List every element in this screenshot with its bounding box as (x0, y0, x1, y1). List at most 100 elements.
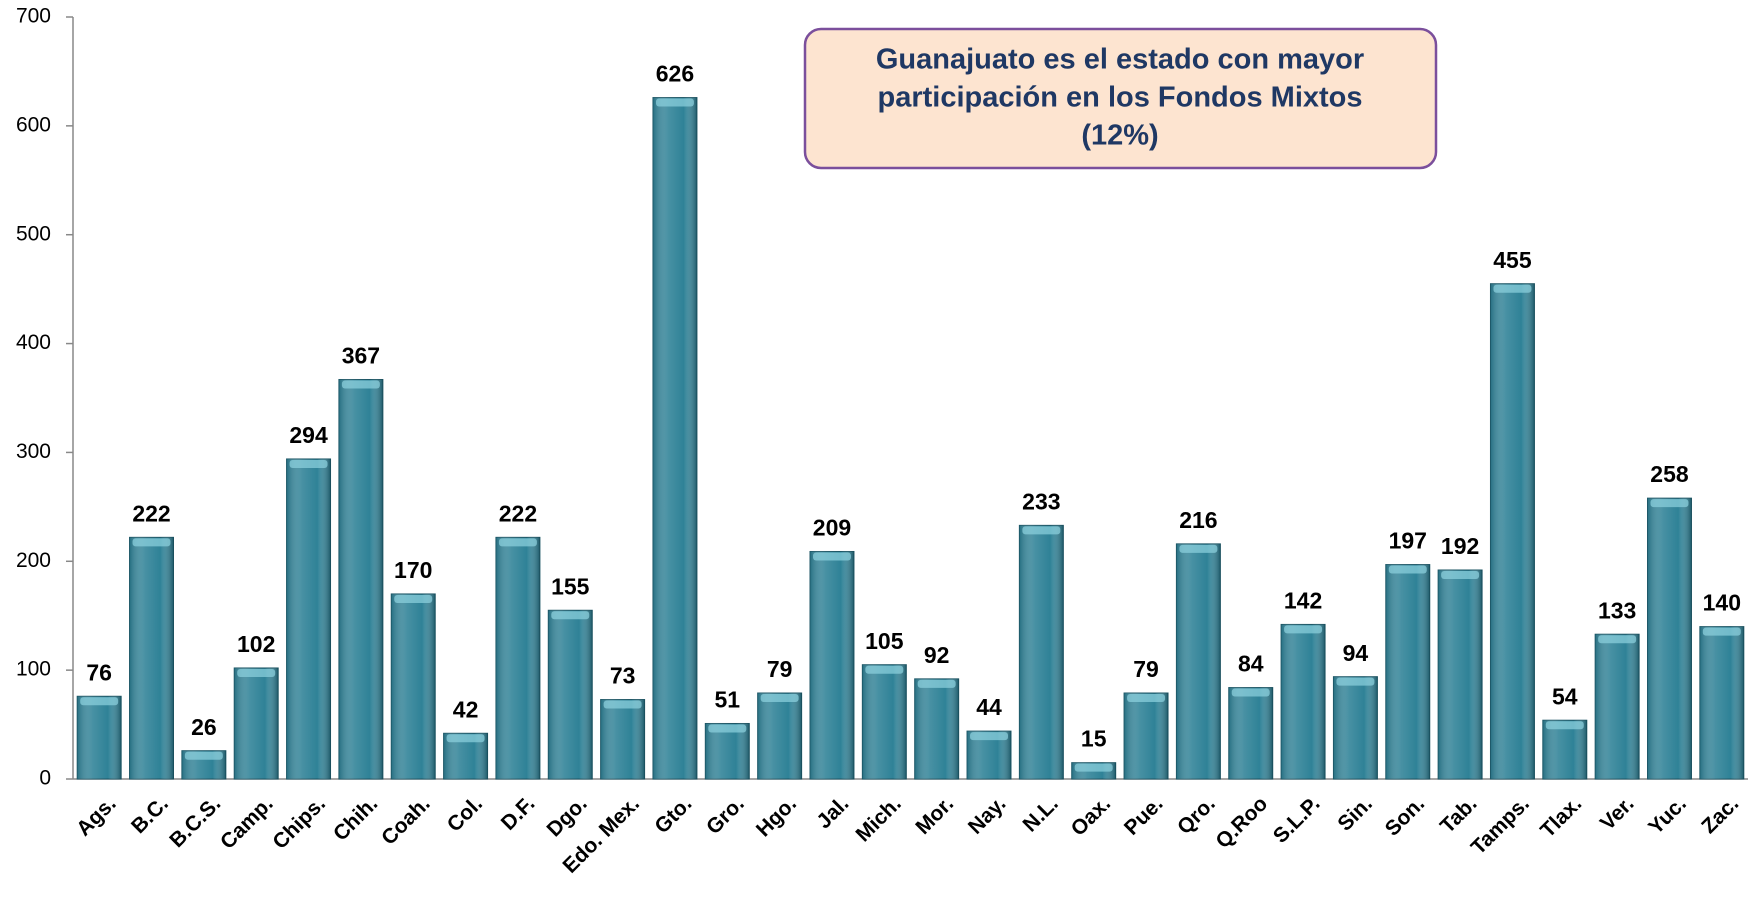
value-label: 142 (1284, 588, 1322, 614)
value-label: 42 (453, 696, 479, 722)
y-tick-label: 400 (16, 331, 51, 354)
bar-shade (286, 458, 331, 779)
bar-cap (1231, 688, 1270, 697)
y-tick-label: 100 (16, 658, 51, 681)
value-label: 133 (1598, 597, 1636, 623)
value-label: 73 (610, 663, 636, 689)
bar-cap (1074, 763, 1113, 772)
bar-shade (129, 537, 174, 779)
value-label: 54 (1552, 683, 1578, 709)
value-label: 294 (289, 422, 328, 448)
bar-shade (757, 693, 802, 779)
x-tick-label: Ver. (1596, 792, 1639, 835)
value-label: 79 (1133, 656, 1159, 682)
value-label: 84 (1238, 651, 1264, 677)
value-label: 222 (499, 500, 537, 526)
bar-shade (1019, 525, 1064, 779)
bar-shade (495, 537, 540, 779)
bar-cap (551, 611, 590, 620)
bar-shade (652, 97, 697, 780)
bar-shade (1490, 283, 1535, 779)
bar-shade (548, 610, 593, 779)
bar-shade (600, 699, 645, 779)
bar-cap (1545, 721, 1584, 730)
annotation-line: Guanajuato es el estado con mayor (876, 44, 1364, 76)
annotation-line: participación en los Fondos Mixtos (878, 82, 1363, 114)
bar-shade (1176, 543, 1221, 779)
value-label: 258 (1650, 461, 1689, 487)
x-tick-label: Ags. (72, 792, 120, 840)
x-tick-label: Coah. (377, 792, 435, 850)
value-label: 76 (86, 659, 112, 685)
bar-cap (498, 538, 537, 547)
bar-cap (1702, 627, 1741, 636)
x-tick-label: Hgo. (752, 792, 801, 841)
bar-shade (1228, 687, 1273, 779)
value-label: 455 (1493, 247, 1532, 273)
bar-cap (603, 700, 642, 709)
bar-cap (1598, 635, 1637, 644)
bar-cap (1336, 677, 1375, 686)
x-tick-label: Dgo. (542, 792, 591, 841)
x-tick-label: Col. (443, 792, 487, 836)
bar-cap (970, 732, 1008, 741)
y-tick-label: 600 (16, 113, 51, 136)
bar-cap (708, 724, 747, 733)
value-label: 105 (865, 628, 904, 654)
value-label: 626 (656, 61, 694, 87)
bar-shade (1647, 498, 1692, 779)
bar-shade (705, 723, 750, 779)
x-tick-label: Q.Roo (1211, 792, 1272, 853)
bar-cap (289, 459, 328, 468)
value-label: 222 (132, 500, 170, 526)
y-tick-label: 700 (16, 5, 51, 28)
value-label: 209 (813, 515, 851, 541)
bar-cap (1493, 284, 1532, 293)
value-label: 26 (191, 714, 217, 740)
bar-shade (914, 678, 959, 779)
annotation-box (803, 27, 1438, 170)
bar-shade (391, 593, 436, 779)
x-tick-label: Tab. (1436, 792, 1482, 838)
x-tick-label: Yuc. (1644, 792, 1691, 839)
x-tick-label: Pue. (1120, 792, 1168, 840)
value-label: 15 (1081, 726, 1107, 752)
bar-cap (1022, 526, 1061, 535)
bar-cap (237, 668, 276, 677)
bar-cap (132, 538, 171, 547)
bar-cap (813, 552, 851, 561)
x-tick-label: B.C.S. (165, 792, 225, 852)
bar-shade (1385, 564, 1430, 779)
bar-cap (1441, 570, 1480, 579)
x-tick-label: Nay. (964, 792, 1011, 839)
value-label: 155 (551, 573, 590, 599)
x-tick-label: Gro. (702, 792, 749, 839)
x-tick-label: Oax. (1067, 792, 1115, 840)
x-tick-label: Chips. (268, 792, 330, 854)
bar-shade (77, 696, 122, 779)
value-label: 140 (1703, 590, 1741, 616)
x-tick-label: D.F. (497, 792, 540, 835)
value-label: 233 (1022, 488, 1060, 514)
x-tick-label: S.L.P. (1269, 792, 1325, 848)
y-tick-label: 300 (16, 440, 51, 463)
bar-shade (862, 664, 907, 779)
value-label: 197 (1389, 528, 1427, 554)
value-label: 44 (976, 694, 1002, 720)
bar-shade (1281, 624, 1326, 779)
value-label: 79 (767, 656, 793, 682)
y-tick-label: 200 (16, 549, 51, 572)
y-tick-label: 0 (39, 767, 51, 790)
bar-cap (394, 594, 433, 603)
x-tick-label: Tlax. (1536, 792, 1586, 842)
value-label: 94 (1343, 640, 1369, 666)
x-tick-label: Mich. (852, 792, 906, 846)
bar-cap (760, 694, 799, 703)
x-tick-label: Sin. (1333, 792, 1376, 835)
value-label: 367 (342, 343, 380, 369)
x-tick-label: Chih. (329, 792, 382, 845)
bar-shade (338, 379, 383, 779)
x-tick-label: Camp. (216, 792, 278, 854)
bar-shade (1699, 626, 1744, 779)
